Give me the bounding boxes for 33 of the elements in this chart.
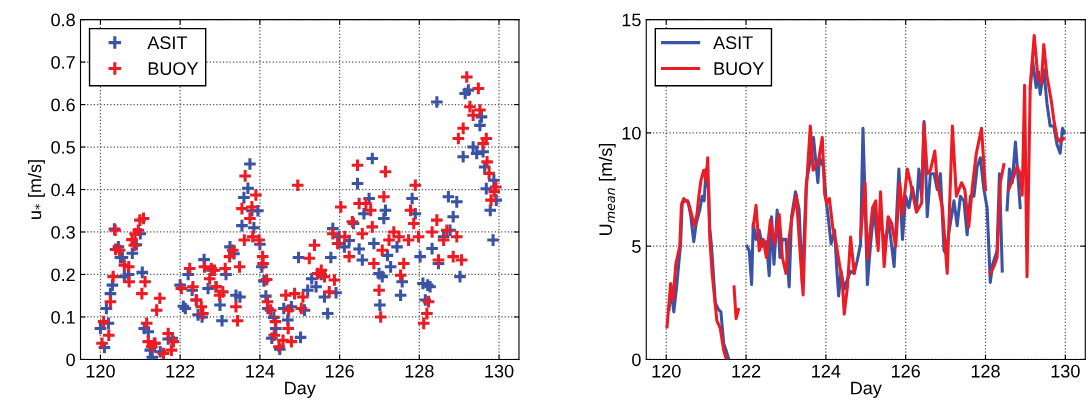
legend-label: BUOY <box>714 62 764 75</box>
y-tick-label: 15 <box>622 13 641 27</box>
legend-label: BUOY <box>148 62 199 75</box>
x-tick-label: 130 <box>485 364 514 378</box>
y-tick-label: 0.4 <box>51 183 76 197</box>
y-tick-label: 10 <box>622 126 641 140</box>
x-axis-title: Day <box>851 381 882 398</box>
y-axis-title: U$_{mean}$ [m/s] <box>598 143 616 235</box>
y-tick-label: 0.1 <box>51 310 75 324</box>
x-axis-title: Day <box>285 381 316 398</box>
x-tick-label: 120 <box>652 364 681 378</box>
x-tick-label: 124 <box>246 364 275 378</box>
y-tick-label: 0 <box>632 353 641 367</box>
legend-label: ASIT <box>713 36 753 50</box>
x-tick-label: 126 <box>325 364 354 378</box>
x-tick-label: 128 <box>405 364 434 378</box>
x-tick-label: 130 <box>1051 364 1080 378</box>
y-axis-title: u$_{*}$ [m/s] <box>28 160 45 219</box>
x-tick-label: 124 <box>812 364 841 378</box>
y-tick-label: 0.6 <box>51 98 75 112</box>
y-tick-label: 0.5 <box>51 140 75 154</box>
legend-label: ASIT <box>147 36 188 50</box>
y-tick-label: 0.7 <box>51 56 75 69</box>
y-tick-label: 0.8 <box>51 13 75 27</box>
y-tick-label: 5 <box>632 240 641 253</box>
y-tick-label: 0.2 <box>51 268 75 282</box>
y-tick-label: 0 <box>66 353 75 367</box>
x-tick-label: 126 <box>892 364 920 378</box>
x-tick-label: 122 <box>732 364 761 378</box>
x-tick-label: 128 <box>971 364 1000 378</box>
x-tick-label: 120 <box>86 364 115 378</box>
x-tick-label: 122 <box>166 364 195 378</box>
y-tick-label: 0.3 <box>51 225 75 239</box>
